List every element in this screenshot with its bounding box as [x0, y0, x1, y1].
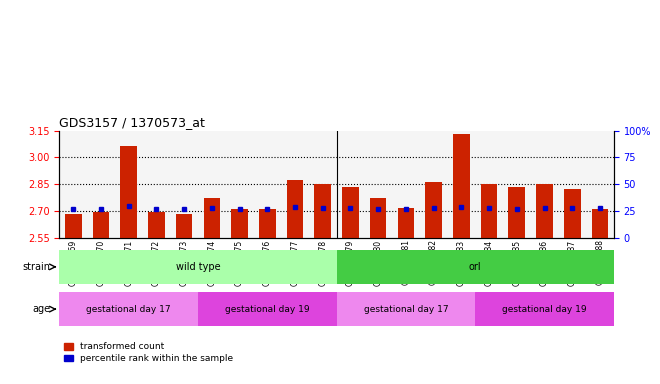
- Text: gestational day 19: gestational day 19: [225, 305, 310, 314]
- Legend: transformed count, percentile rank within the sample: transformed count, percentile rank withi…: [64, 343, 233, 363]
- Text: GDS3157 / 1370573_at: GDS3157 / 1370573_at: [59, 116, 205, 129]
- Bar: [536, 184, 553, 238]
- Bar: [370, 198, 387, 238]
- Text: gestational day 19: gestational day 19: [502, 305, 587, 314]
- Text: wild type: wild type: [176, 262, 220, 272]
- Text: strain: strain: [22, 262, 50, 272]
- Bar: [231, 209, 248, 238]
- Bar: [148, 212, 165, 238]
- Text: gestational day 17: gestational day 17: [364, 305, 448, 314]
- Bar: [508, 187, 525, 238]
- Text: orl: orl: [469, 262, 482, 272]
- Bar: [397, 208, 414, 238]
- Bar: [65, 214, 82, 238]
- Bar: [453, 134, 470, 238]
- Bar: [480, 184, 498, 238]
- Bar: [120, 146, 137, 238]
- Bar: [286, 180, 304, 238]
- Bar: [203, 198, 220, 238]
- Bar: [564, 189, 581, 238]
- Text: age: age: [32, 304, 50, 314]
- Bar: [591, 209, 609, 238]
- Bar: [176, 214, 193, 238]
- Bar: [92, 212, 110, 238]
- Bar: [259, 209, 276, 238]
- Bar: [425, 182, 442, 238]
- Text: gestational day 17: gestational day 17: [86, 305, 171, 314]
- Bar: [314, 184, 331, 238]
- Bar: [342, 187, 359, 238]
